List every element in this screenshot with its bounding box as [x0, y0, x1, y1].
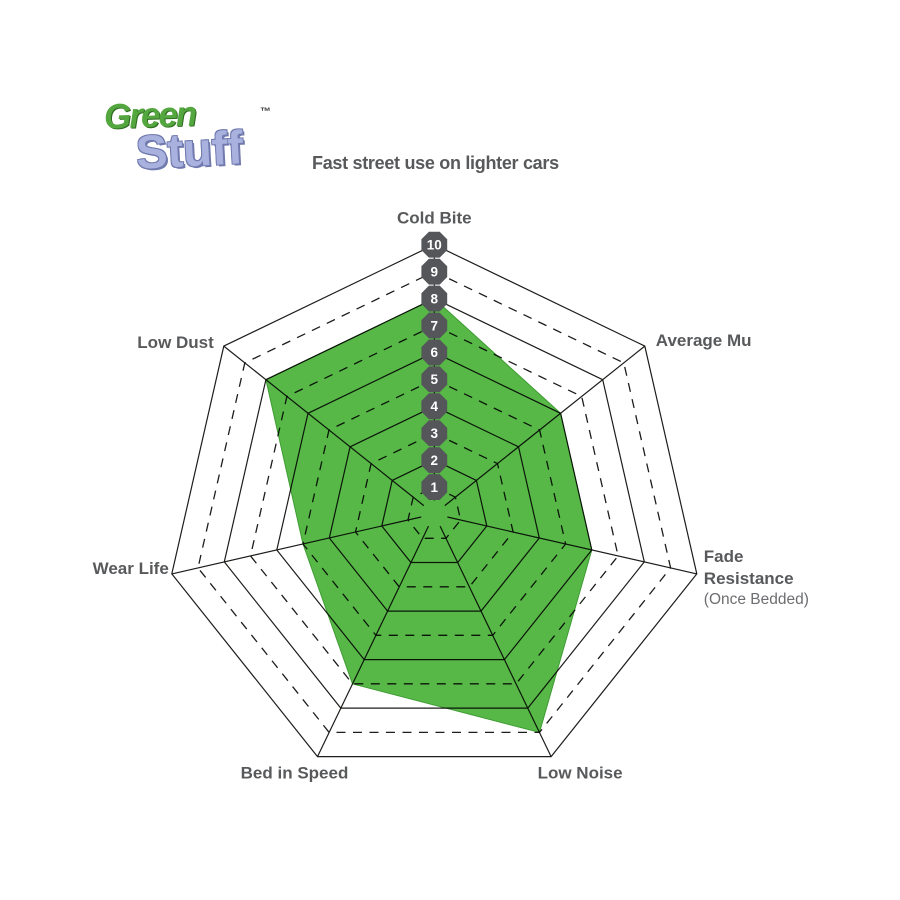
scale-badge-shape: [421, 366, 448, 393]
scale-badge-2: 2: [421, 447, 448, 474]
data-polygon-greenstuff: [265, 298, 593, 734]
chart-title: Fast street use on lighter cars: [312, 153, 559, 173]
scale-badge-number: 1: [431, 480, 439, 495]
scale-badge-10: 10: [421, 231, 448, 258]
scale-badge-number: 4: [431, 399, 439, 414]
axis-label-low-dust: Low Dust: [137, 333, 214, 352]
scale-badge-7: 7: [421, 312, 448, 339]
scale-badge-3: 3: [421, 420, 448, 447]
brand-logo: Green ™ Stuff: [98, 90, 288, 195]
scale-badge-shape: [421, 231, 448, 258]
scale-badge-number: 3: [431, 426, 439, 441]
axis-label-cold-bite: Cold Bite: [397, 209, 472, 228]
scale-badge-6: 6: [421, 339, 448, 366]
scale-badge-1: 1: [421, 474, 448, 500]
scale-badge-number: 10: [427, 238, 442, 253]
axis-labels: Cold Bite Average Mu Fade Resistance (Once B…: [93, 209, 809, 783]
trademark-symbol: ™: [260, 106, 271, 118]
scale-badge-number: 2: [431, 453, 439, 468]
scale-badge-shape: [421, 339, 448, 366]
axis-label-low-noise: Low Noise: [538, 764, 623, 783]
scale-badge-9: 9: [421, 258, 448, 285]
grid-ring-10: [171, 244, 698, 758]
scale-badge-number: 9: [431, 264, 439, 279]
scale-badge-number: 8: [431, 291, 439, 306]
scale-badge-shape: [421, 258, 448, 285]
scale-badge-shape: [421, 285, 448, 312]
axis-label-bed-in-speed: Bed in Speed: [241, 764, 349, 783]
scale-badge-shape: [421, 474, 448, 500]
scale-badge-4: 4: [421, 393, 448, 420]
axis-label-fade-resistance-line-2: Resistance: [704, 569, 794, 588]
scale-badge-shape: [421, 420, 448, 447]
axis-label-wear-life: Wear Life: [93, 559, 169, 578]
scale-badge-shape: [421, 447, 448, 474]
axis-label-fade-resistance-line-1: Fade: [704, 547, 744, 566]
scale-badge-shape: [421, 312, 448, 339]
grid-ring-8: [223, 297, 645, 709]
axis-label-average-mu: Average Mu: [656, 331, 752, 350]
scale-badge-number: 7: [431, 318, 439, 333]
scale-badge-shape: [421, 393, 448, 420]
scale-badge-number: 6: [431, 345, 439, 360]
scale-badge-8: 8: [421, 285, 448, 312]
grid-ring-9: [197, 270, 672, 734]
scale-badges: 1 2 3 4 5 6 7 8 9 10: [421, 231, 448, 500]
scale-badge-number: 5: [431, 372, 439, 387]
scale-badge-5: 5: [421, 366, 448, 393]
axis-sublabel-fade-resistance: (Once Bedded): [704, 591, 809, 608]
